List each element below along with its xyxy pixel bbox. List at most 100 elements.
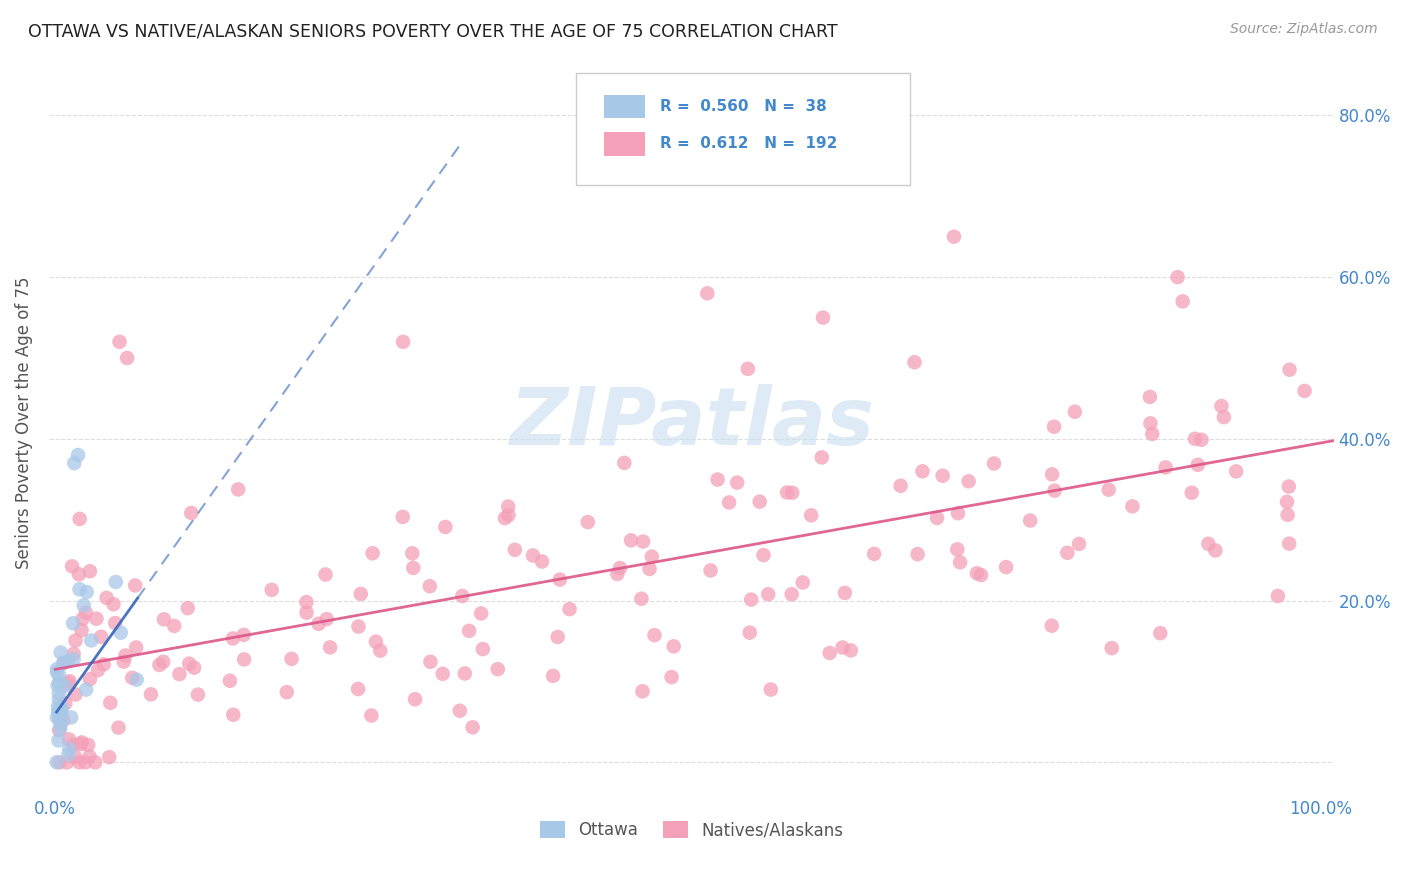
Point (62, 647, 84, 661)
Point (79, 564, 101, 578)
Point (1197, 537, 1219, 551)
Point (1204, 543, 1226, 558)
Point (792, 575, 814, 590)
Point (863, 547, 886, 561)
Point (451, 589, 474, 603)
Point (643, 628, 665, 642)
Point (1040, 618, 1063, 632)
Point (364, 634, 387, 648)
Point (73, 599, 96, 613)
Point (942, 229, 965, 244)
Point (1139, 390, 1161, 404)
Point (1139, 417, 1161, 431)
Point (696, 286, 718, 301)
Point (233, 652, 256, 666)
Point (494, 511, 516, 525)
Point (1121, 500, 1143, 514)
Point (315, 612, 337, 626)
Point (63, 456, 86, 470)
Point (890, 479, 912, 493)
Point (48, 692, 70, 706)
Point (1267, 589, 1289, 603)
Y-axis label: Seniors Poverty Over the Age of 75: Seniors Poverty Over the Age of 75 (15, 277, 32, 569)
Point (163, 619, 186, 633)
Point (1211, 399, 1233, 413)
Point (276, 685, 298, 699)
Point (391, 509, 413, 524)
Point (1278, 362, 1301, 376)
Point (77, 738, 100, 752)
Point (295, 606, 318, 620)
Point (759, 682, 782, 697)
Text: R =  0.560   N =  38: R = 0.560 N = 38 (661, 99, 827, 114)
Point (1098, 483, 1121, 497)
Point (96, 591, 118, 605)
Point (1043, 483, 1066, 498)
Point (470, 607, 492, 621)
Point (48, 686, 70, 700)
Point (911, 464, 934, 478)
Point (56, 756, 79, 770)
Point (62, 738, 84, 752)
Point (1149, 626, 1171, 640)
Point (58, 747, 80, 762)
Point (811, 310, 834, 325)
Point (925, 511, 948, 525)
Point (1278, 479, 1301, 493)
Point (60, 559, 83, 574)
Point (1277, 508, 1299, 522)
Point (1275, 495, 1298, 509)
Point (48, 668, 70, 682)
Point (295, 595, 318, 609)
Point (148, 657, 170, 672)
Point (461, 720, 484, 734)
Point (1187, 458, 1209, 472)
Point (903, 355, 925, 369)
Point (752, 548, 775, 562)
Point (112, 655, 135, 669)
Point (454, 666, 477, 681)
Point (547, 630, 569, 644)
Point (56, 676, 79, 690)
Point (1167, 270, 1189, 285)
Point (831, 640, 853, 655)
Point (232, 628, 254, 642)
Point (45, 665, 67, 680)
Point (1019, 514, 1042, 528)
Point (308, 616, 330, 631)
Point (1278, 536, 1301, 550)
Point (104, 615, 127, 630)
Point (449, 704, 471, 718)
Point (558, 602, 581, 616)
Point (49, 717, 72, 731)
Point (1040, 467, 1063, 482)
Point (108, 334, 131, 349)
Point (1154, 460, 1177, 475)
Point (125, 673, 148, 687)
Point (65, 688, 87, 702)
Point (957, 475, 980, 489)
Point (139, 687, 162, 701)
Point (52, 656, 75, 670)
Point (361, 546, 384, 560)
Point (496, 500, 519, 514)
Point (75, 606, 97, 620)
Point (839, 643, 862, 657)
Point (177, 601, 200, 615)
Point (434, 520, 457, 534)
Point (718, 495, 741, 509)
Text: ZIPatlas: ZIPatlas (509, 384, 873, 462)
Point (818, 646, 841, 660)
Point (780, 587, 803, 601)
Point (65, 633, 87, 648)
Point (638, 562, 661, 576)
Point (53, 696, 76, 710)
Point (69, 582, 91, 597)
Point (180, 506, 202, 520)
Point (86, 612, 108, 626)
Point (121, 671, 143, 685)
Point (1191, 433, 1213, 447)
Point (347, 681, 370, 696)
Point (458, 624, 481, 638)
Point (1043, 419, 1066, 434)
